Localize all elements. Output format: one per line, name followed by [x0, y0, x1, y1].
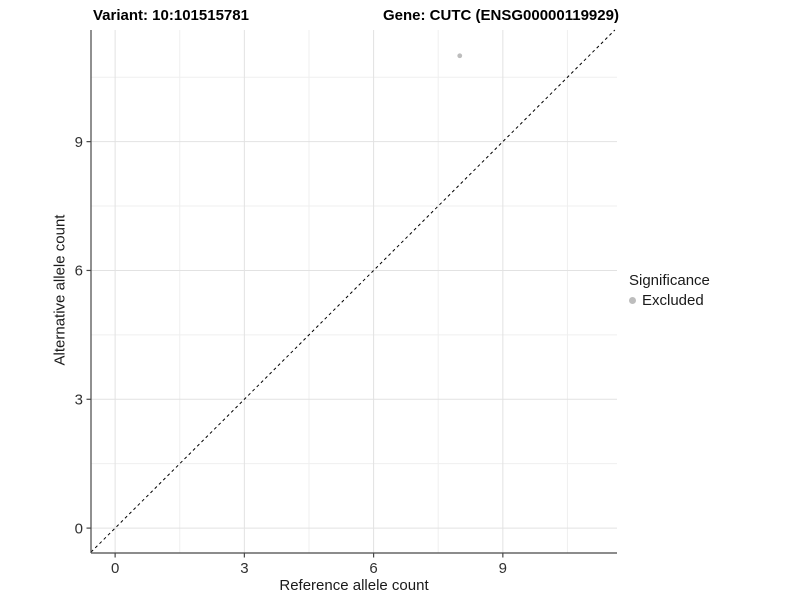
- y-tick-label: 3: [75, 391, 83, 408]
- legend-item-excluded: Excluded: [629, 292, 710, 309]
- x-tick-label: 0: [111, 560, 119, 577]
- legend-item-label: Excluded: [642, 292, 704, 309]
- excluded-point-icon: [629, 297, 636, 304]
- legend: Significance Excluded: [629, 272, 710, 309]
- x-tick-label: 3: [240, 560, 248, 577]
- x-axis-label: Reference allele count: [279, 577, 429, 594]
- panel-background: [91, 30, 617, 553]
- y-axis-label: Alternative allele count: [51, 214, 69, 366]
- y-tick-label: 0: [75, 520, 83, 537]
- gene-title: Gene: CUTC (ENSG00000119929): [383, 7, 619, 24]
- legend-title: Significance: [629, 272, 710, 289]
- variant-title: Variant: 10:101515781: [93, 7, 249, 24]
- y-tick-label: 9: [75, 134, 83, 151]
- x-tick-label: 6: [369, 560, 377, 577]
- data-point: [457, 53, 463, 59]
- x-tick-label: 9: [499, 560, 507, 577]
- y-tick-label: 6: [75, 263, 83, 280]
